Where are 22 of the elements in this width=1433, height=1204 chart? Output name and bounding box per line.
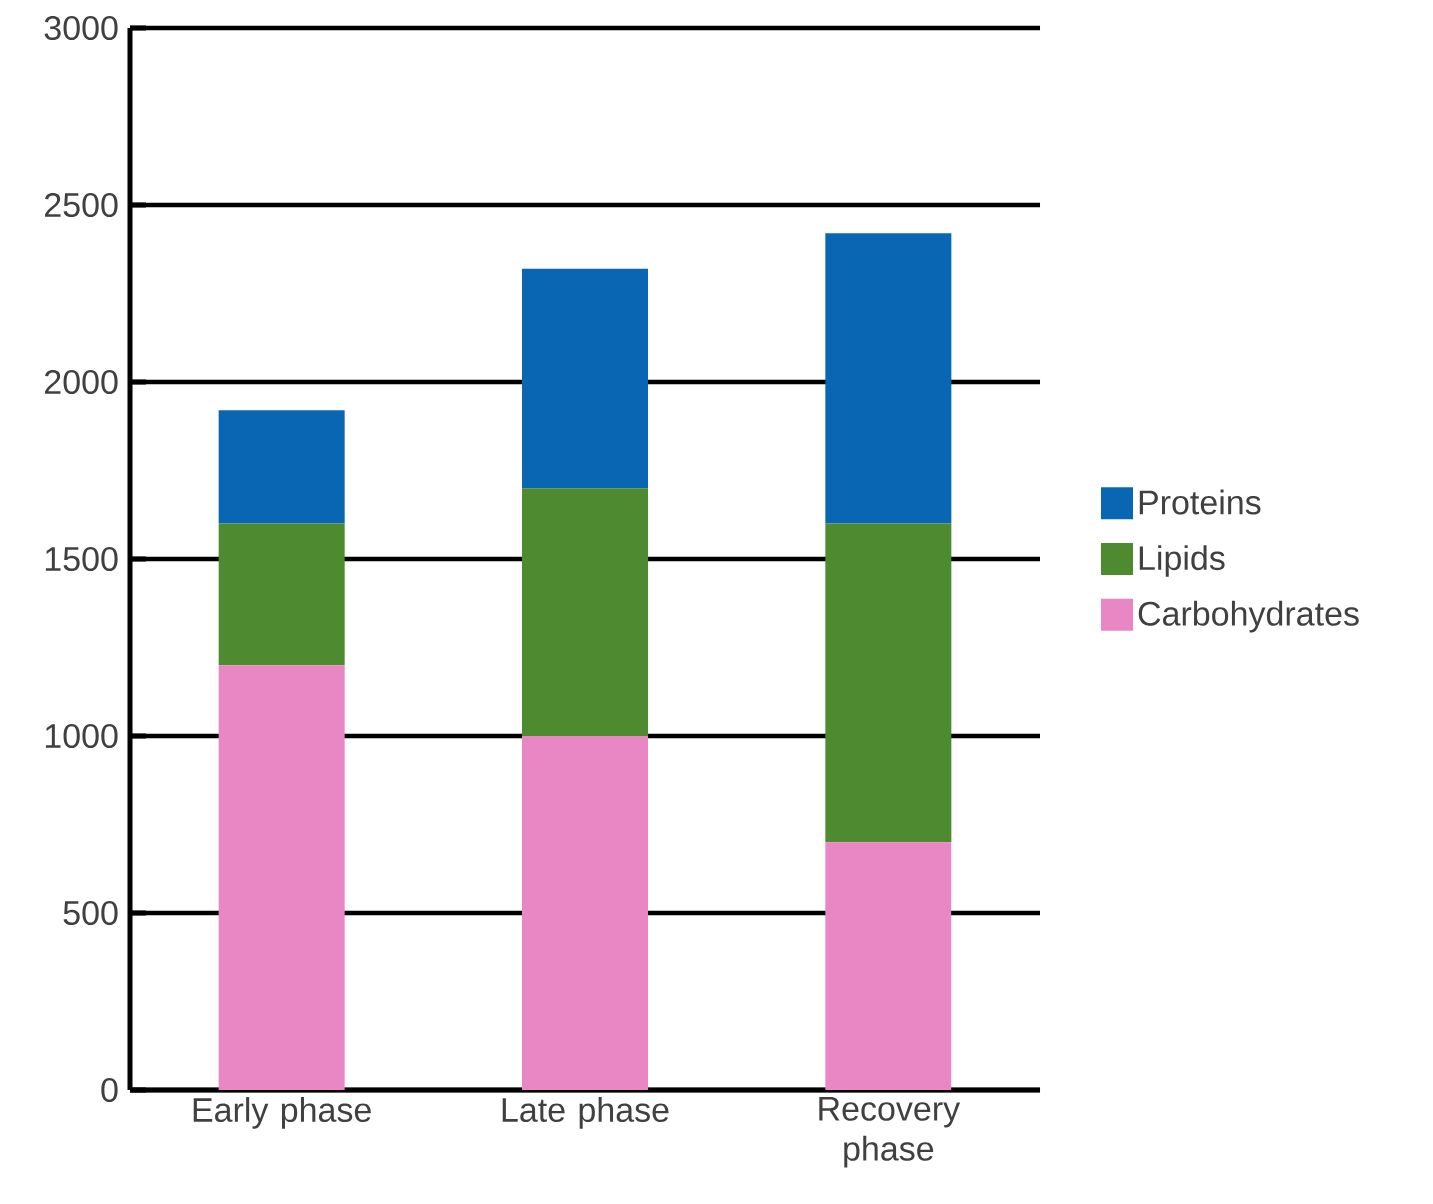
legend-label: Carbohydrates [1138, 600, 1359, 633]
x-tick-label: Late phase [502, 1097, 669, 1129]
x-tick-label: Recovery phase [819, 1097, 961, 1168]
bar [522, 268, 649, 489]
legend-label: Lipids [1139, 545, 1225, 577]
y-tick-label: 2000 [45, 369, 118, 395]
y-tick-label: 1000 [45, 723, 118, 749]
y-tick-label: 500 [63, 900, 118, 926]
bar [218, 410, 345, 524]
bar [218, 523, 345, 666]
bar [218, 665, 345, 1090]
x-tick-label: Early phase [193, 1097, 371, 1129]
bar [825, 233, 952, 524]
bar [522, 736, 649, 1090]
bar [825, 523, 952, 843]
y-tick-label: 1500 [45, 546, 118, 572]
bar [522, 488, 649, 736]
y-tick-label: 2500 [45, 192, 118, 218]
y-tick-label: 0 [101, 1077, 118, 1103]
bar [825, 842, 952, 1090]
y-tick-label: 3000 [44, 15, 118, 41]
legend-label: Proteins [1139, 489, 1261, 515]
